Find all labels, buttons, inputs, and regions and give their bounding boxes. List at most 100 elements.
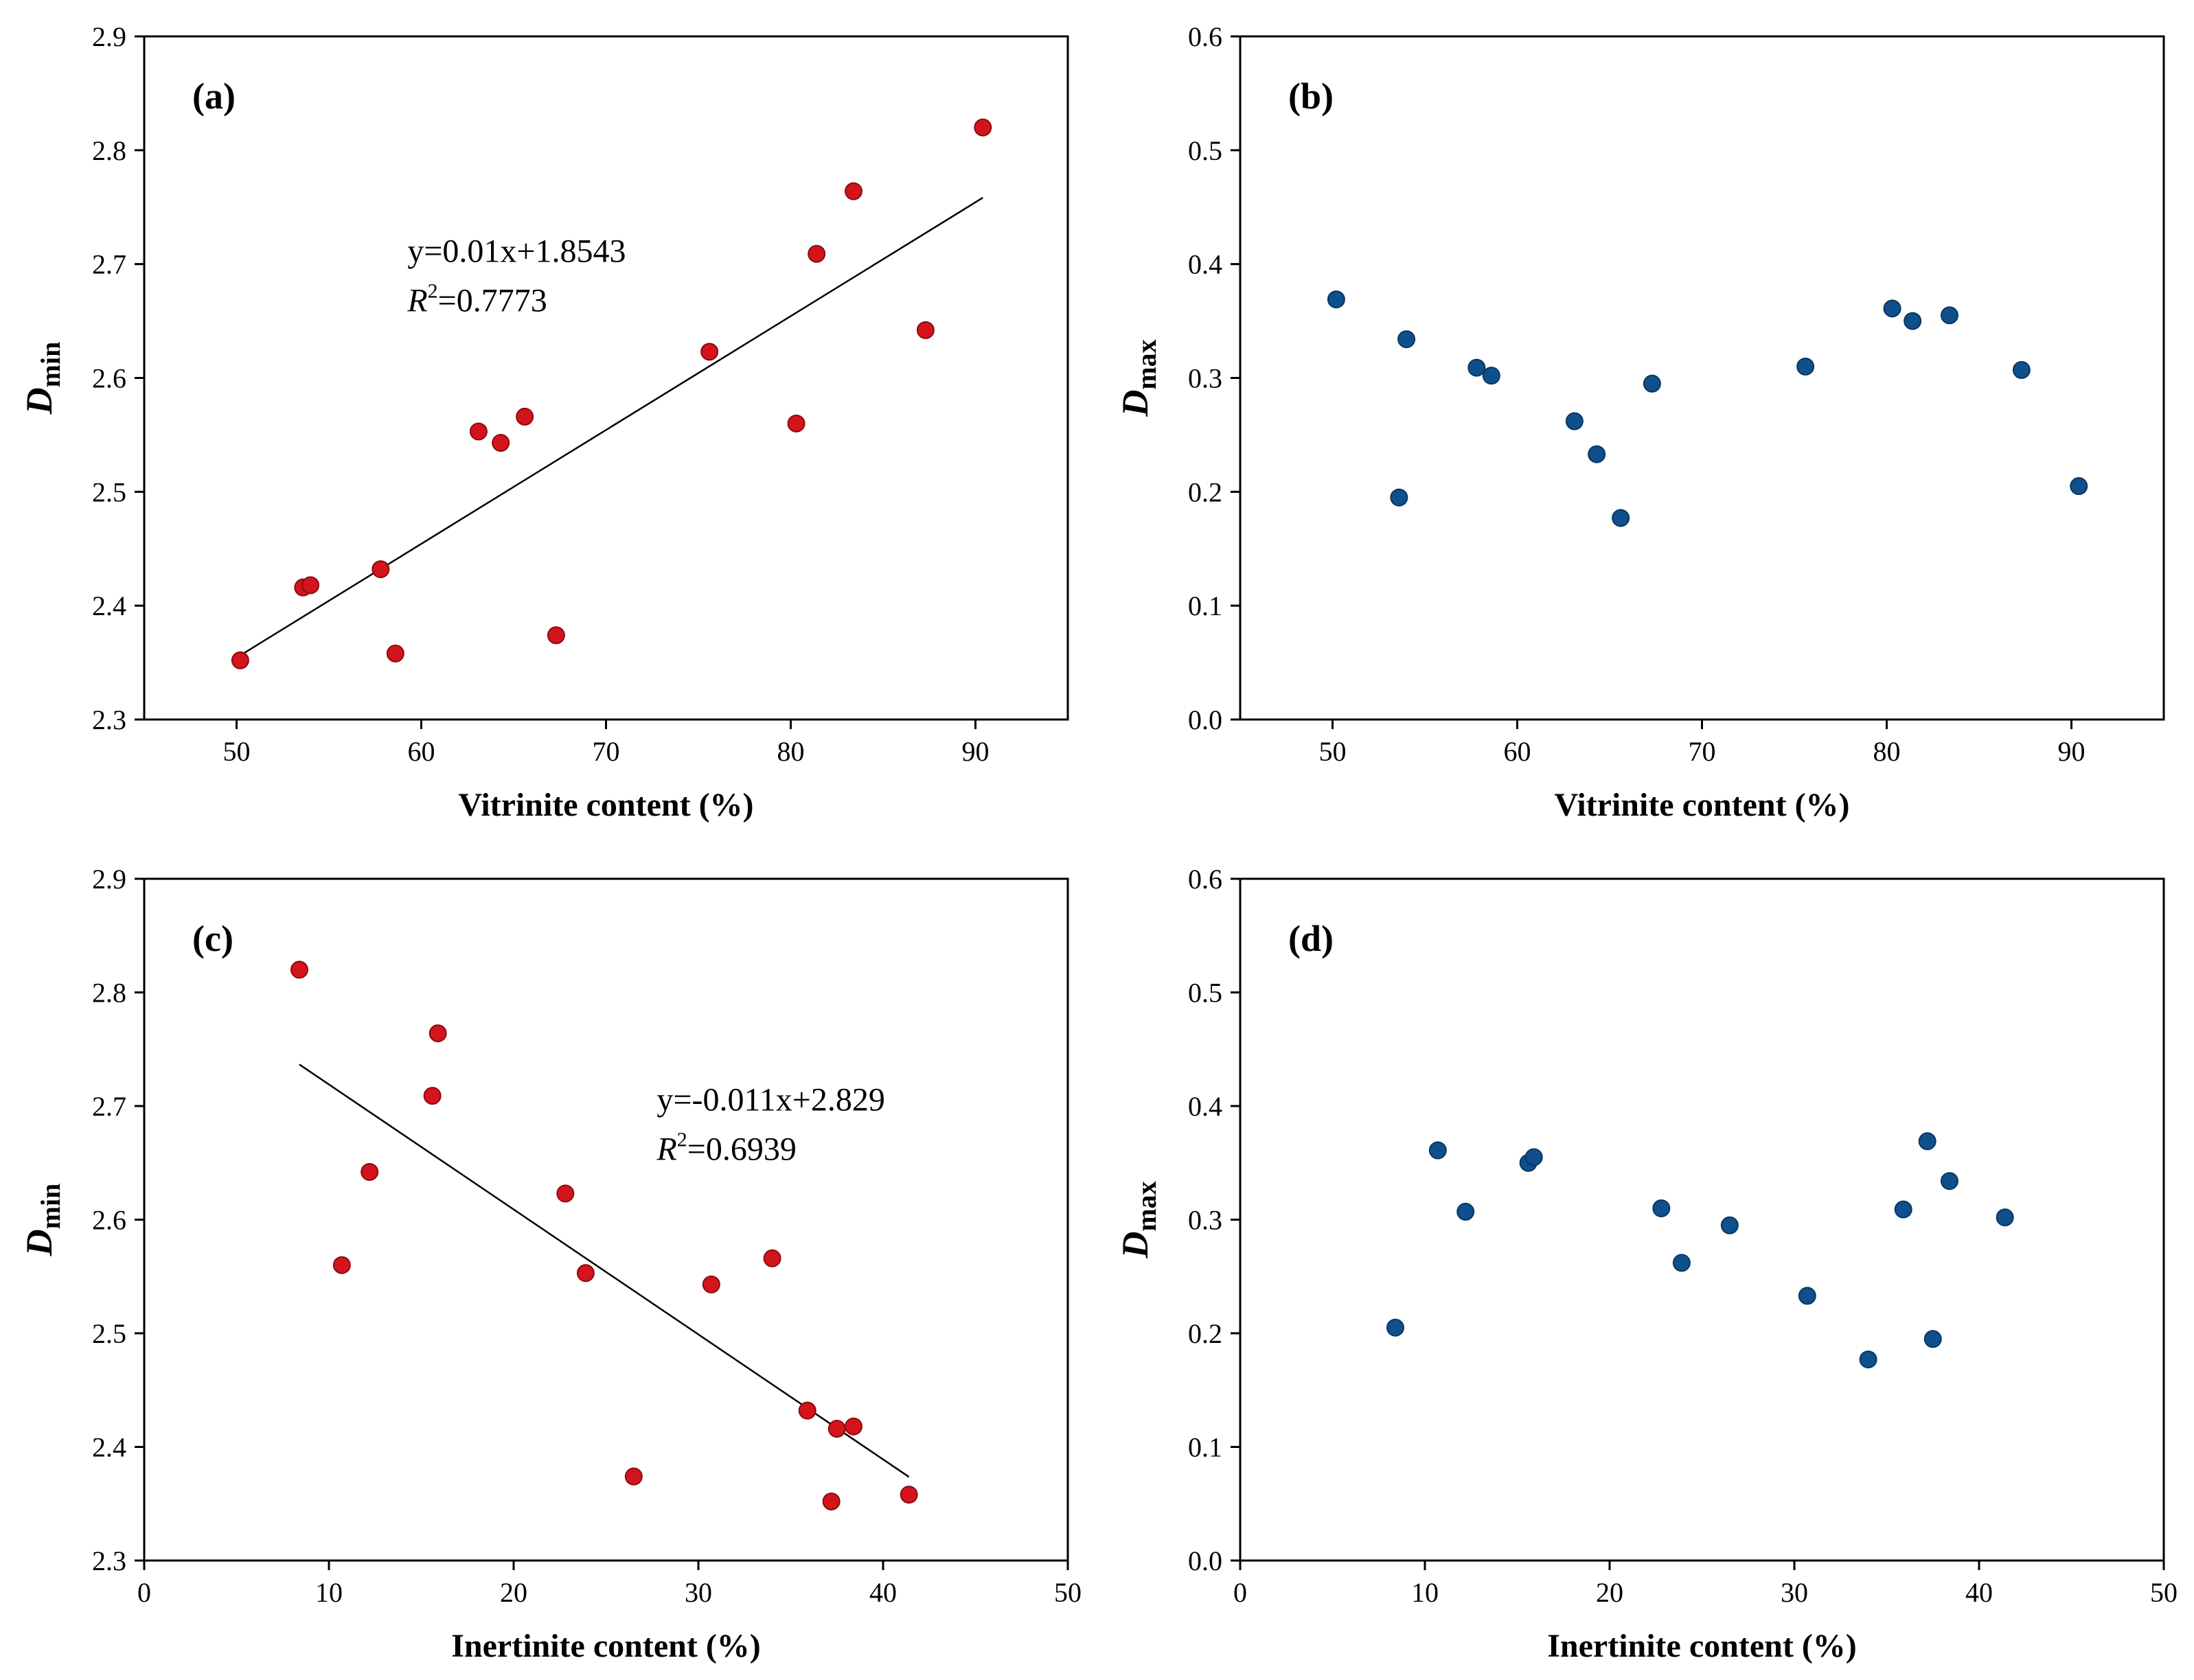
y-tick-label-b: 0.4 (1188, 249, 1222, 280)
panel-a: 50 60 70 80 90 2.3 2.4 2.5 2.6 2.7 2.8 2.9 Vitrinite… (19, 21, 1069, 823)
y-tick-label-d: 0.6 (1188, 864, 1222, 895)
data-point-b-13 (1940, 306, 1958, 325)
data-point-a-11 (787, 414, 805, 433)
data-point-c-8 (624, 1467, 643, 1486)
y-axis-label-main-b: D (1115, 390, 1156, 417)
data-point-a-8 (516, 407, 534, 426)
data-point-b-8 (1612, 509, 1630, 527)
x-tick-label-c: 0 (137, 1577, 151, 1608)
x-tick-label-a: 80 (777, 736, 805, 767)
data-point-c-7 (576, 1264, 595, 1282)
y-tick-label-c: 2.4 (92, 1432, 126, 1463)
data-point-b-11 (1883, 299, 1901, 318)
data-point-c-13 (827, 1420, 846, 1438)
x-tick-label-a: 50 (223, 736, 251, 767)
r-squared-a: R2=0.7773 (407, 279, 547, 319)
y-axis-label-b: Dmax (1115, 339, 1162, 417)
y-tick-label-a: 2.8 (92, 135, 126, 166)
x-tick-label-d: 10 (1411, 1577, 1439, 1608)
y-tick-label-c: 2.7 (92, 1091, 126, 1122)
data-point-a-1 (231, 651, 249, 669)
data-point-c-9 (702, 1275, 720, 1293)
data-point-d-11 (1894, 1200, 1912, 1219)
y-tick-label-d: 0.0 (1188, 1545, 1222, 1576)
data-point-a-10 (700, 343, 719, 361)
r-squared-value-c: =0.6939 (687, 1131, 797, 1168)
data-point-b-5 (1482, 367, 1500, 385)
x-tick-label-b: 70 (1689, 736, 1716, 767)
y-tick-label-a: 2.4 (92, 590, 126, 621)
data-point-c-15 (900, 1486, 918, 1504)
data-point-d-14 (1940, 1172, 1958, 1190)
x-tick-label-c: 30 (685, 1577, 712, 1608)
data-point-a-5 (386, 644, 404, 663)
y-tick-label-a: 2.3 (92, 704, 126, 735)
data-point-a-14 (916, 321, 935, 339)
y-tick-label-c: 2.3 (92, 1545, 126, 1576)
x-tick-label-d: 30 (1781, 1577, 1808, 1608)
data-point-c-4 (423, 1087, 442, 1105)
plot-frame-c (143, 877, 1069, 1562)
data-point-b-1 (1327, 290, 1345, 309)
data-point-d-2 (1428, 1141, 1447, 1160)
fit-line-a (240, 196, 983, 656)
y-axis-label-main-d: D (1115, 1232, 1156, 1259)
x-tick-label-c: 40 (869, 1577, 897, 1608)
x-tick-label-b: 80 (1873, 736, 1901, 767)
data-point-b-7 (1588, 445, 1606, 463)
data-point-c-2 (332, 1256, 351, 1274)
data-point-c-14 (844, 1417, 862, 1436)
data-point-a-7 (492, 434, 510, 452)
data-point-d-8 (1720, 1216, 1739, 1234)
data-point-b-6 (1565, 412, 1584, 430)
x-tick-label-d: 50 (2150, 1577, 2178, 1608)
data-point-b-4 (1467, 358, 1486, 377)
y-axis-label-d: Dmax (1115, 1181, 1162, 1258)
data-point-c-10 (763, 1249, 781, 1267)
data-point-c-6 (556, 1184, 575, 1203)
x-tick-label-d: 20 (1596, 1577, 1623, 1608)
y-tick-label-d: 0.5 (1188, 978, 1222, 1009)
y-tick-label-a: 2.5 (92, 476, 126, 507)
data-point-a-12 (808, 244, 826, 263)
data-point-d-10 (1859, 1350, 1877, 1369)
y-tick-label-c: 2.8 (92, 978, 126, 1009)
x-tick-label-d: 40 (1965, 1577, 1993, 1608)
y-axis-label-sub-b: max (1131, 339, 1162, 389)
r-squared-exponent-a: 2 (428, 279, 438, 302)
equation-c: y=-0.011x+2.829 (656, 1082, 884, 1118)
x-tick-label-c: 50 (1054, 1577, 1082, 1608)
y-tick-label-a: 2.9 (92, 21, 126, 52)
data-point-a-6 (469, 422, 488, 441)
panel-tag-b: (b) (1288, 76, 1334, 117)
y-tick-label-b: 0.3 (1188, 363, 1222, 394)
data-point-d-15 (1996, 1208, 2014, 1227)
data-point-d-12 (1918, 1132, 1936, 1151)
y-tick-label-b: 0.2 (1188, 476, 1222, 507)
data-point-a-15 (974, 118, 992, 137)
x-axis-label-c: Inertinite content (%) (451, 1628, 761, 1664)
y-tick-label-c: 2.6 (92, 1205, 126, 1236)
data-point-a-9 (547, 626, 565, 645)
x-axis-label-a: Vitrinite content (%) (458, 787, 753, 823)
fit-line-c (299, 1063, 910, 1478)
data-point-a-13 (844, 182, 862, 200)
y-tick-label-a: 2.7 (92, 249, 126, 280)
r-squared-c: R2=0.6939 (656, 1129, 796, 1168)
y-tick-label-b: 0.6 (1188, 21, 1222, 52)
y-axis-label-sub-d: max (1131, 1181, 1162, 1231)
y-tick-label-c: 2.9 (92, 864, 126, 895)
x-tick-label-d: 0 (1233, 1577, 1247, 1608)
plot-frame-a (143, 35, 1069, 721)
data-point-b-15 (2070, 477, 2088, 496)
data-point-c-3 (361, 1162, 379, 1181)
r-squared-symbol-c: R (656, 1131, 676, 1168)
data-point-b-9 (1643, 374, 1661, 393)
x-tick-label-b: 90 (2058, 736, 2086, 767)
y-tick-label-a: 2.6 (92, 363, 126, 394)
data-point-a-3 (301, 576, 320, 595)
panel-tag-c: (c) (192, 918, 233, 959)
y-tick-label-b: 0.0 (1188, 704, 1222, 735)
y-tick-label-b: 0.1 (1188, 590, 1222, 621)
r-squared-value-a: =0.7773 (438, 282, 547, 319)
